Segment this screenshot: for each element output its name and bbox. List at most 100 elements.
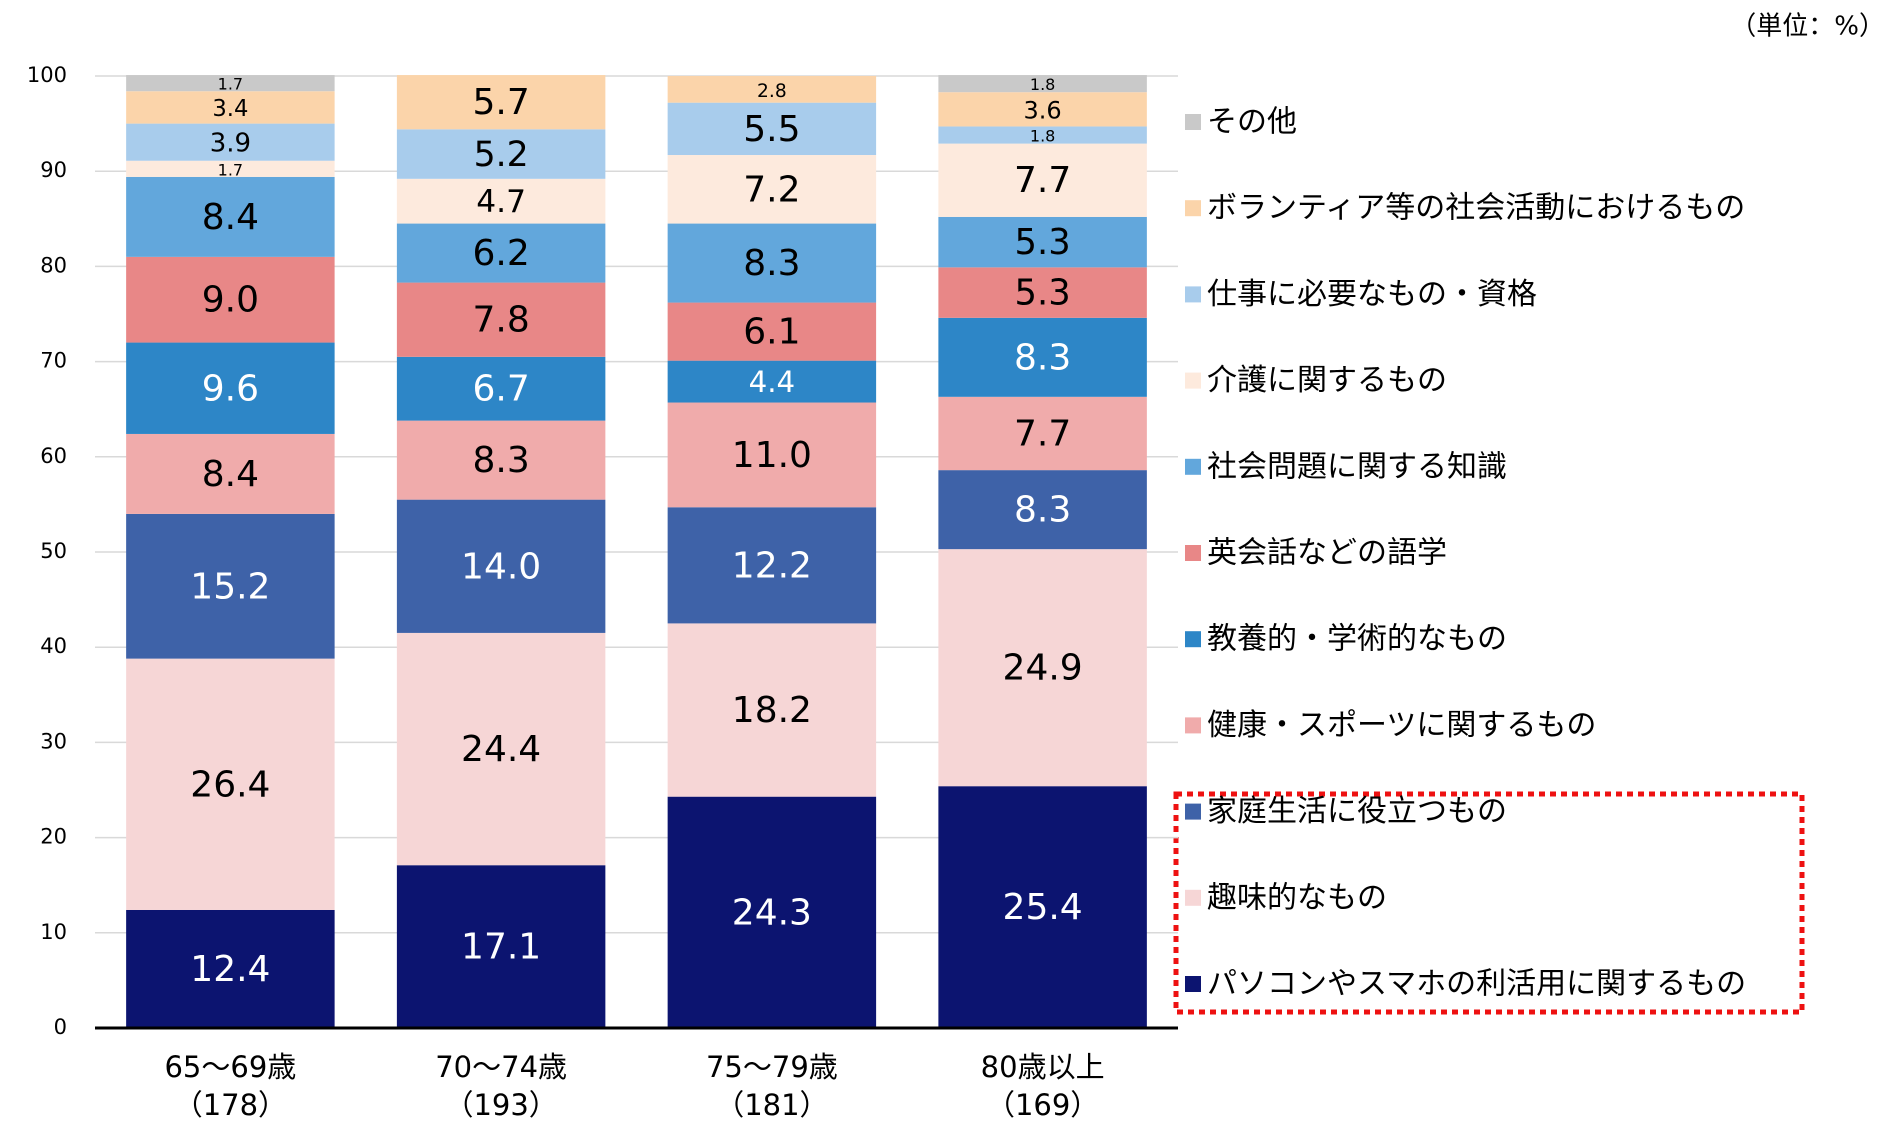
bar-segment — [667, 402, 877, 508]
x-tick-label: 65～69歳 — [164, 1050, 296, 1084]
legend-swatch — [1185, 372, 1201, 389]
bar-segment — [126, 658, 335, 910]
legend-swatch — [1185, 631, 1201, 648]
value-label: 8.3 — [743, 243, 800, 284]
bar-segment — [126, 91, 335, 124]
value-label: 26.4 — [190, 764, 270, 805]
value-label: 24.9 — [1003, 648, 1083, 689]
bar-segment — [126, 342, 335, 434]
bar-segment — [938, 267, 1147, 318]
value-label: 5.3 — [1015, 273, 1071, 314]
legend-label: 仕事に必要なもの・資格 — [1207, 277, 1537, 312]
bar-segment — [126, 123, 335, 161]
legend-swatch — [1185, 976, 1201, 992]
bar-segment — [667, 223, 877, 303]
bar-segment — [396, 632, 606, 866]
value-label: 8.4 — [202, 197, 259, 238]
bar-segment — [667, 507, 877, 624]
value-label: 4.4 — [749, 365, 796, 399]
x-tick-sublabel: （193） — [444, 1088, 557, 1122]
value-label: 6.2 — [472, 233, 529, 274]
value-label: 8.3 — [1014, 490, 1071, 531]
value-label: 5.2 — [474, 135, 529, 175]
bar-segment — [126, 75, 335, 92]
value-label: 7.2 — [743, 169, 800, 210]
bar-segment — [938, 126, 1147, 144]
legend-label: パソコンやスマホの利活用に関するもの — [1207, 967, 1746, 1002]
bar-segment — [126, 176, 335, 257]
value-label: 25.4 — [1003, 887, 1083, 928]
value-label: 2.8 — [757, 81, 787, 102]
x-tick-label: 80歳以上 — [981, 1050, 1105, 1084]
bar-segment — [126, 513, 335, 659]
bar-segment — [126, 256, 335, 343]
value-label: 3.4 — [212, 96, 248, 122]
value-label: 6.7 — [472, 369, 529, 410]
legend-swatch — [1185, 286, 1201, 303]
unit-note: （単位：%） — [1730, 12, 1885, 42]
value-label: 24.4 — [461, 729, 541, 770]
value-label: 9.0 — [202, 280, 259, 321]
y-tick-label: 30 — [40, 729, 67, 753]
legend-label: 教養的・学術的なもの — [1207, 622, 1507, 657]
legend-swatch — [1185, 889, 1201, 906]
legend-swatch — [1185, 458, 1201, 475]
value-label: 6.1 — [743, 312, 800, 353]
x-tick-sublabel: （178） — [174, 1088, 287, 1122]
value-label: 1.8 — [1030, 75, 1055, 94]
bar-segment — [667, 155, 877, 224]
bar-segment — [396, 420, 606, 500]
bar-segment — [938, 786, 1147, 1028]
bar-segment — [126, 160, 335, 177]
value-label: 15.2 — [190, 566, 270, 607]
value-label: 12.4 — [190, 949, 270, 990]
value-label: 4.7 — [476, 184, 526, 220]
bar-segment — [667, 360, 877, 403]
bar-segment — [667, 302, 877, 361]
value-label: 14.0 — [461, 546, 541, 587]
x-tick-sublabel: （169） — [986, 1088, 1099, 1122]
bar-segment — [667, 76, 877, 103]
value-label: 1.8 — [1030, 127, 1055, 146]
bar-segment — [396, 178, 606, 224]
bar-segment — [126, 909, 335, 1028]
value-label: 24.3 — [732, 892, 812, 933]
y-tick-label: 50 — [40, 539, 67, 563]
x-tick-label: 75～79歳 — [706, 1050, 838, 1084]
y-tick-label: 90 — [40, 158, 67, 182]
y-tick-label: 40 — [40, 634, 67, 658]
value-label: 7.8 — [472, 300, 529, 341]
bar-segment — [938, 470, 1147, 550]
x-tick-label: 70～74歳 — [435, 1050, 567, 1084]
bar-segment — [396, 129, 606, 179]
value-label: 5.7 — [472, 82, 529, 123]
value-label: 17.1 — [461, 927, 541, 968]
bar-segment — [396, 865, 606, 1028]
legend-swatch — [1185, 545, 1201, 561]
x-tick-sublabel: （181） — [715, 1088, 828, 1122]
value-label: 1.7 — [218, 75, 243, 94]
bar-segment — [667, 796, 877, 1028]
legend-swatch — [1185, 200, 1201, 217]
value-label: 8.3 — [1014, 337, 1071, 378]
bar-segment — [938, 396, 1147, 471]
legend-swatch — [1185, 803, 1201, 820]
value-label: 3.9 — [210, 129, 251, 159]
bar-segment — [667, 623, 877, 797]
value-label: 9.6 — [202, 368, 259, 409]
value-label: 5.5 — [743, 109, 800, 150]
legend-label: その他 — [1207, 105, 1297, 140]
value-label: 18.2 — [732, 690, 812, 731]
legend-label: 介護に関するもの — [1207, 363, 1447, 398]
value-label: 7.7 — [1014, 160, 1071, 201]
bar-segment — [667, 102, 877, 156]
value-label: 1.7 — [218, 160, 243, 179]
legend-swatch — [1185, 717, 1201, 734]
y-tick-label: 0 — [54, 1015, 67, 1039]
value-label: 11.0 — [732, 435, 812, 476]
bar-segment — [938, 143, 1147, 217]
legend-label: 英会話などの語学 — [1207, 536, 1447, 571]
bar-segment — [126, 433, 335, 514]
legend-label: 趣味的なもの — [1207, 880, 1387, 915]
